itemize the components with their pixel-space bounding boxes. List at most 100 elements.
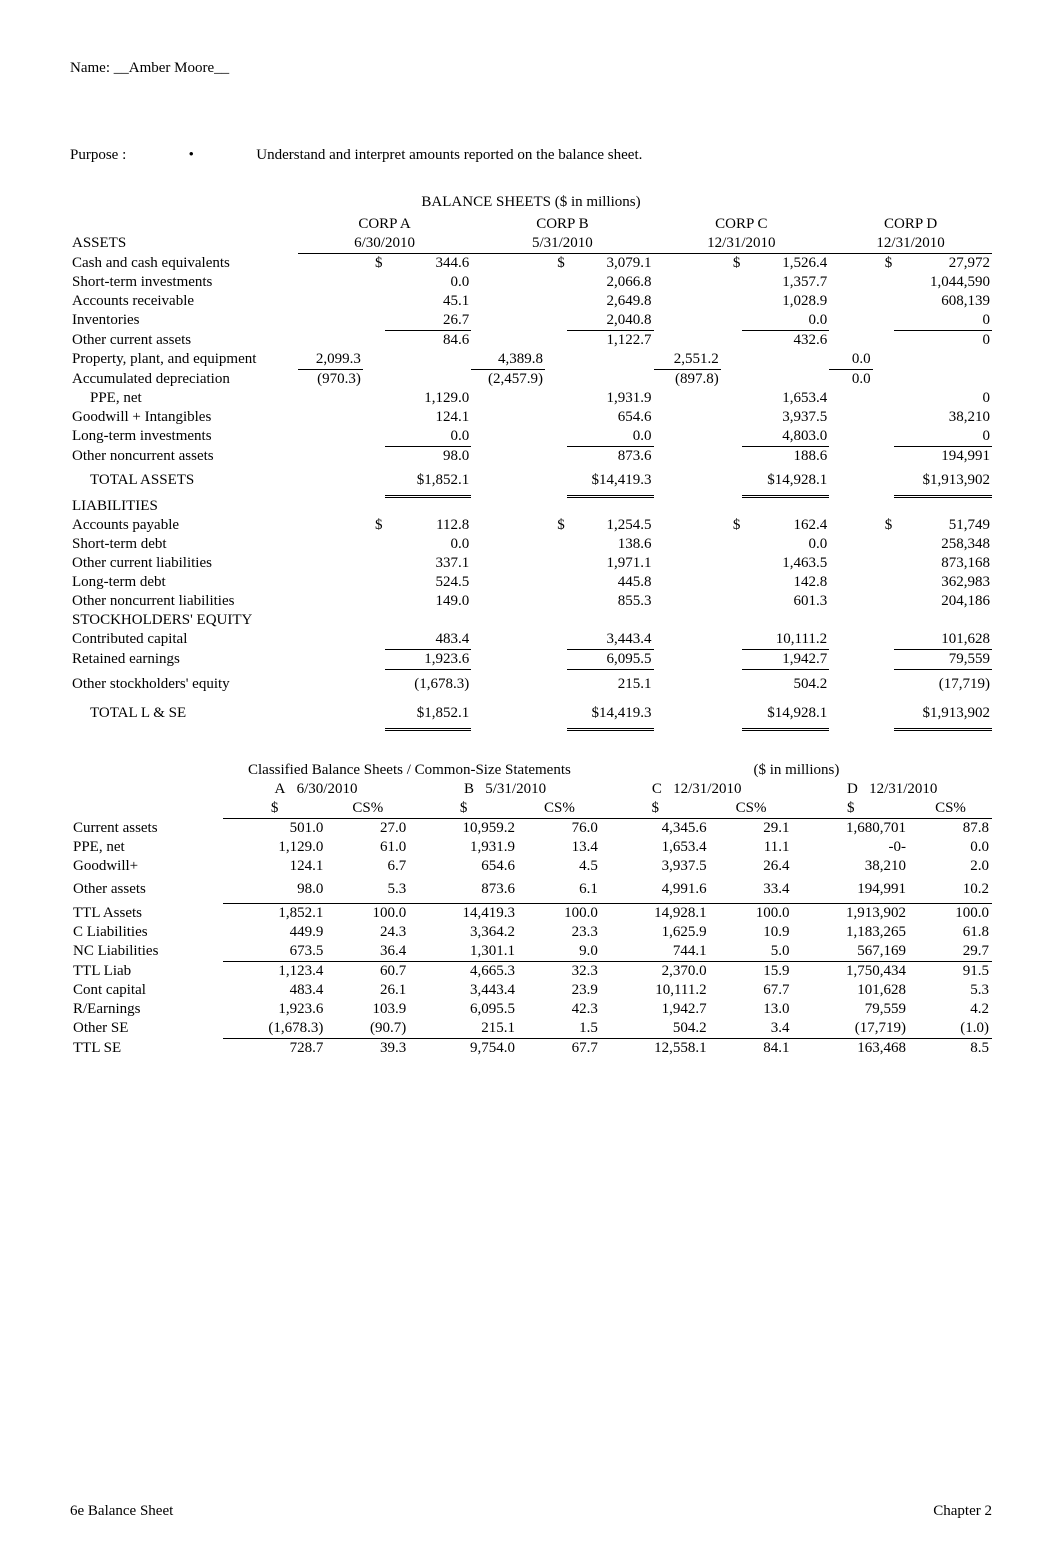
cell-value: 51,749	[894, 516, 992, 535]
row-label: Inventories	[70, 311, 298, 331]
purpose-row: Purpose : • Understand and interpret amo…	[70, 147, 992, 164]
cell-value: 1,129.0	[385, 389, 472, 408]
cs-cell: 1,183,265	[792, 923, 909, 942]
cs-subhead-dollar: $	[601, 799, 710, 819]
cs-cell: 33.4	[710, 876, 793, 904]
cell-value: (897.8)	[654, 370, 721, 390]
corp-header: CORP D	[829, 215, 992, 234]
cell-value: 1,254.5	[567, 516, 654, 535]
cs-cell: 100.0	[909, 904, 992, 924]
cs-cell: 873.6	[409, 876, 518, 904]
cell-value: 445.8	[567, 573, 654, 592]
cs-cell: 5.0	[710, 942, 793, 962]
row-label: Accounts receivable	[70, 292, 298, 311]
cs-cell: 10.9	[710, 923, 793, 942]
cs-cell: 0.0	[909, 838, 992, 857]
cs-cell: 4,991.6	[601, 876, 710, 904]
cell-value: 0.0	[829, 350, 872, 370]
cs-cell: 42.3	[518, 1000, 601, 1019]
cs-cell: 1,923.6	[223, 1000, 327, 1019]
cs-cell: 1,942.7	[601, 1000, 710, 1019]
cs-group-header: D 12/31/2010	[792, 780, 992, 799]
cs-cell: 4.5	[518, 857, 601, 876]
liabilities-header: LIABILITIES	[70, 497, 298, 516]
cs-cell: 76.0	[518, 818, 601, 838]
balance-sheet-table: CORP ACORP BCORP CCORP DASSETS6/30/20105…	[70, 215, 992, 731]
cell-value: 654.6	[567, 408, 654, 427]
cs-cell: 567,169	[792, 942, 909, 962]
cs-cell: 60.7	[326, 962, 409, 982]
cs-cell: 654.6	[409, 857, 518, 876]
cs-cell: 100.0	[710, 904, 793, 924]
cell-value: 1,463.5	[742, 554, 829, 573]
cs-cell: 10.2	[909, 876, 992, 904]
cs-cell: 38,210	[792, 857, 909, 876]
cell-value: 3,079.1	[567, 254, 654, 274]
cell-value: 149.0	[385, 592, 472, 611]
cs-cell: 98.0	[223, 876, 327, 904]
cs-cell: 1,852.1	[223, 904, 327, 924]
cs-cell: (17,719)	[792, 1019, 909, 1039]
cs-cell: 1,123.4	[223, 962, 327, 982]
column-date: 12/31/2010	[654, 234, 830, 254]
cell-value: 101,628	[894, 630, 992, 650]
cs-subhead-cs: CS%	[909, 799, 992, 819]
footer-left: 6e Balance Sheet	[70, 1503, 173, 1520]
cell-value: 337.1	[385, 554, 472, 573]
cs-row-label: Cont capital	[70, 981, 223, 1000]
cs-cell: 12,558.1	[601, 1039, 710, 1059]
cs-cell: 27.0	[326, 818, 409, 838]
cs-row-label: TTL SE	[70, 1039, 223, 1059]
row-label: Accumulated depreciation	[70, 370, 298, 390]
cell-value: 0	[894, 427, 992, 447]
cs-cell: 101,628	[792, 981, 909, 1000]
cs-cell: 39.3	[326, 1039, 409, 1059]
cs-cell: 29.7	[909, 942, 992, 962]
cell-value: 112.8	[385, 516, 472, 535]
row-label: Other current liabilities	[70, 554, 298, 573]
cell-value: 0	[894, 331, 992, 351]
row-label: Other noncurrent assets	[70, 447, 298, 467]
cell-value: 1,122.7	[567, 331, 654, 351]
cell-value: $1,913,902	[894, 466, 992, 497]
cell-value: 124.1	[385, 408, 472, 427]
cs-cell: 67.7	[518, 1039, 601, 1059]
cell-value: 362,983	[894, 573, 992, 592]
cell-value: 204,186	[894, 592, 992, 611]
cs-cell: 61.0	[326, 838, 409, 857]
row-label: Retained earnings	[70, 649, 298, 669]
cs-cell: (1.0)	[909, 1019, 992, 1039]
cell-value: 138.6	[567, 535, 654, 554]
purpose-text: Understand and interpret amounts reporte…	[256, 147, 642, 164]
cs-cell: 100.0	[326, 904, 409, 924]
cs-cell: 124.1	[223, 857, 327, 876]
cs-cell: 6.1	[518, 876, 601, 904]
cs-cell: 6.7	[326, 857, 409, 876]
row-label: TOTAL L & SE	[70, 699, 298, 730]
cs-cell: 3,443.4	[409, 981, 518, 1000]
cell-value: $14,928.1	[742, 699, 829, 730]
cs-cell: 32.3	[518, 962, 601, 982]
cell-value: 142.8	[742, 573, 829, 592]
name-value: __Amber Moore__	[114, 60, 229, 76]
cs-cell: 91.5	[909, 962, 992, 982]
cs-cell: 87.8	[909, 818, 992, 838]
row-label: Other noncurrent liabilities	[70, 592, 298, 611]
cell-value: 0	[894, 311, 992, 331]
cs-cell: 100.0	[518, 904, 601, 924]
cs-row-label: PPE, net	[70, 838, 223, 857]
cs-cell: 23.9	[518, 981, 601, 1000]
row-label: Other stockholders' equity	[70, 669, 298, 699]
row-label: Goodwill + Intangibles	[70, 408, 298, 427]
cell-value: 188.6	[742, 447, 829, 467]
cs-cell: 5.3	[326, 876, 409, 904]
cell-value: 504.2	[742, 669, 829, 699]
cs-cell: 11.1	[710, 838, 793, 857]
cell-value: (17,719)	[894, 669, 992, 699]
cell-value: (1,678.3)	[385, 669, 472, 699]
column-date: 5/31/2010	[471, 234, 653, 254]
cell-value: 1,653.4	[742, 389, 829, 408]
cs-cell: 61.8	[909, 923, 992, 942]
cs-cell: 23.3	[518, 923, 601, 942]
cs-cell: 744.1	[601, 942, 710, 962]
